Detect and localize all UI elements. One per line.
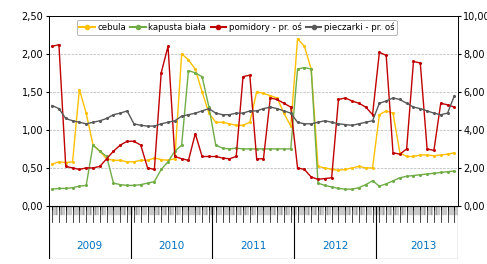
- Text: 2010: 2010: [158, 241, 185, 251]
- Text: 2012: 2012: [322, 241, 348, 251]
- Text: 2013: 2013: [411, 241, 437, 251]
- Legend: cebula, kapusta biała, pomidory - pr. oś, pieczarki - pr. oś: cebula, kapusta biała, pomidory - pr. oś…: [76, 20, 397, 35]
- Text: 2011: 2011: [240, 241, 266, 251]
- Text: 2009: 2009: [76, 241, 103, 251]
